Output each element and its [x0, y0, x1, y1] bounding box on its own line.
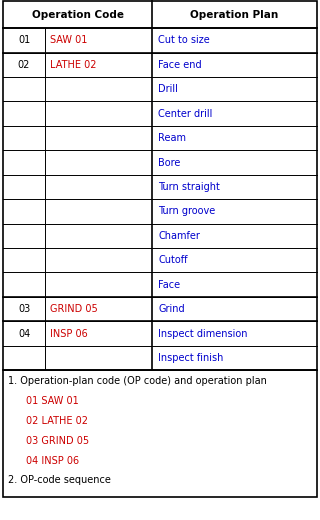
Text: 01 SAW 01: 01 SAW 01: [26, 396, 78, 406]
Text: Face end: Face end: [158, 60, 202, 70]
Text: 02: 02: [18, 60, 30, 70]
Text: Drill: Drill: [158, 84, 178, 94]
Text: 03 GRIND 05: 03 GRIND 05: [26, 436, 89, 446]
Text: 02 LATHE 02: 02 LATHE 02: [26, 416, 88, 426]
Bar: [3, 1, 317, 370]
Bar: [3, 370, 317, 497]
Text: INSP 06: INSP 06: [50, 329, 87, 339]
Text: Ream: Ream: [158, 133, 186, 143]
Text: Inspect finish: Inspect finish: [158, 353, 224, 363]
Text: Chamfer: Chamfer: [158, 231, 200, 241]
Text: 2. OP-code sequence: 2. OP-code sequence: [8, 475, 111, 485]
Text: Grind: Grind: [158, 304, 185, 314]
Text: Bore: Bore: [158, 158, 181, 167]
Text: SAW 01: SAW 01: [50, 35, 87, 45]
Text: 03: 03: [18, 304, 30, 314]
Text: 01: 01: [18, 35, 30, 45]
Text: Center drill: Center drill: [158, 109, 213, 119]
Text: GRIND 05: GRIND 05: [50, 304, 97, 314]
Text: Operation Plan: Operation Plan: [190, 9, 278, 20]
Text: Operation Code: Operation Code: [32, 9, 124, 20]
Text: LATHE 02: LATHE 02: [50, 60, 96, 70]
Text: Cutoff: Cutoff: [158, 255, 188, 265]
Text: Turn straight: Turn straight: [158, 182, 220, 192]
Text: Cut to size: Cut to size: [158, 35, 210, 45]
Text: Face: Face: [158, 280, 180, 290]
Text: 04 INSP 06: 04 INSP 06: [26, 456, 79, 465]
Text: 04: 04: [18, 329, 30, 339]
Text: 1. Operation-plan code (OP code) and operation plan: 1. Operation-plan code (OP code) and ope…: [8, 376, 267, 386]
Text: Turn groove: Turn groove: [158, 206, 216, 216]
Text: Inspect dimension: Inspect dimension: [158, 329, 248, 339]
